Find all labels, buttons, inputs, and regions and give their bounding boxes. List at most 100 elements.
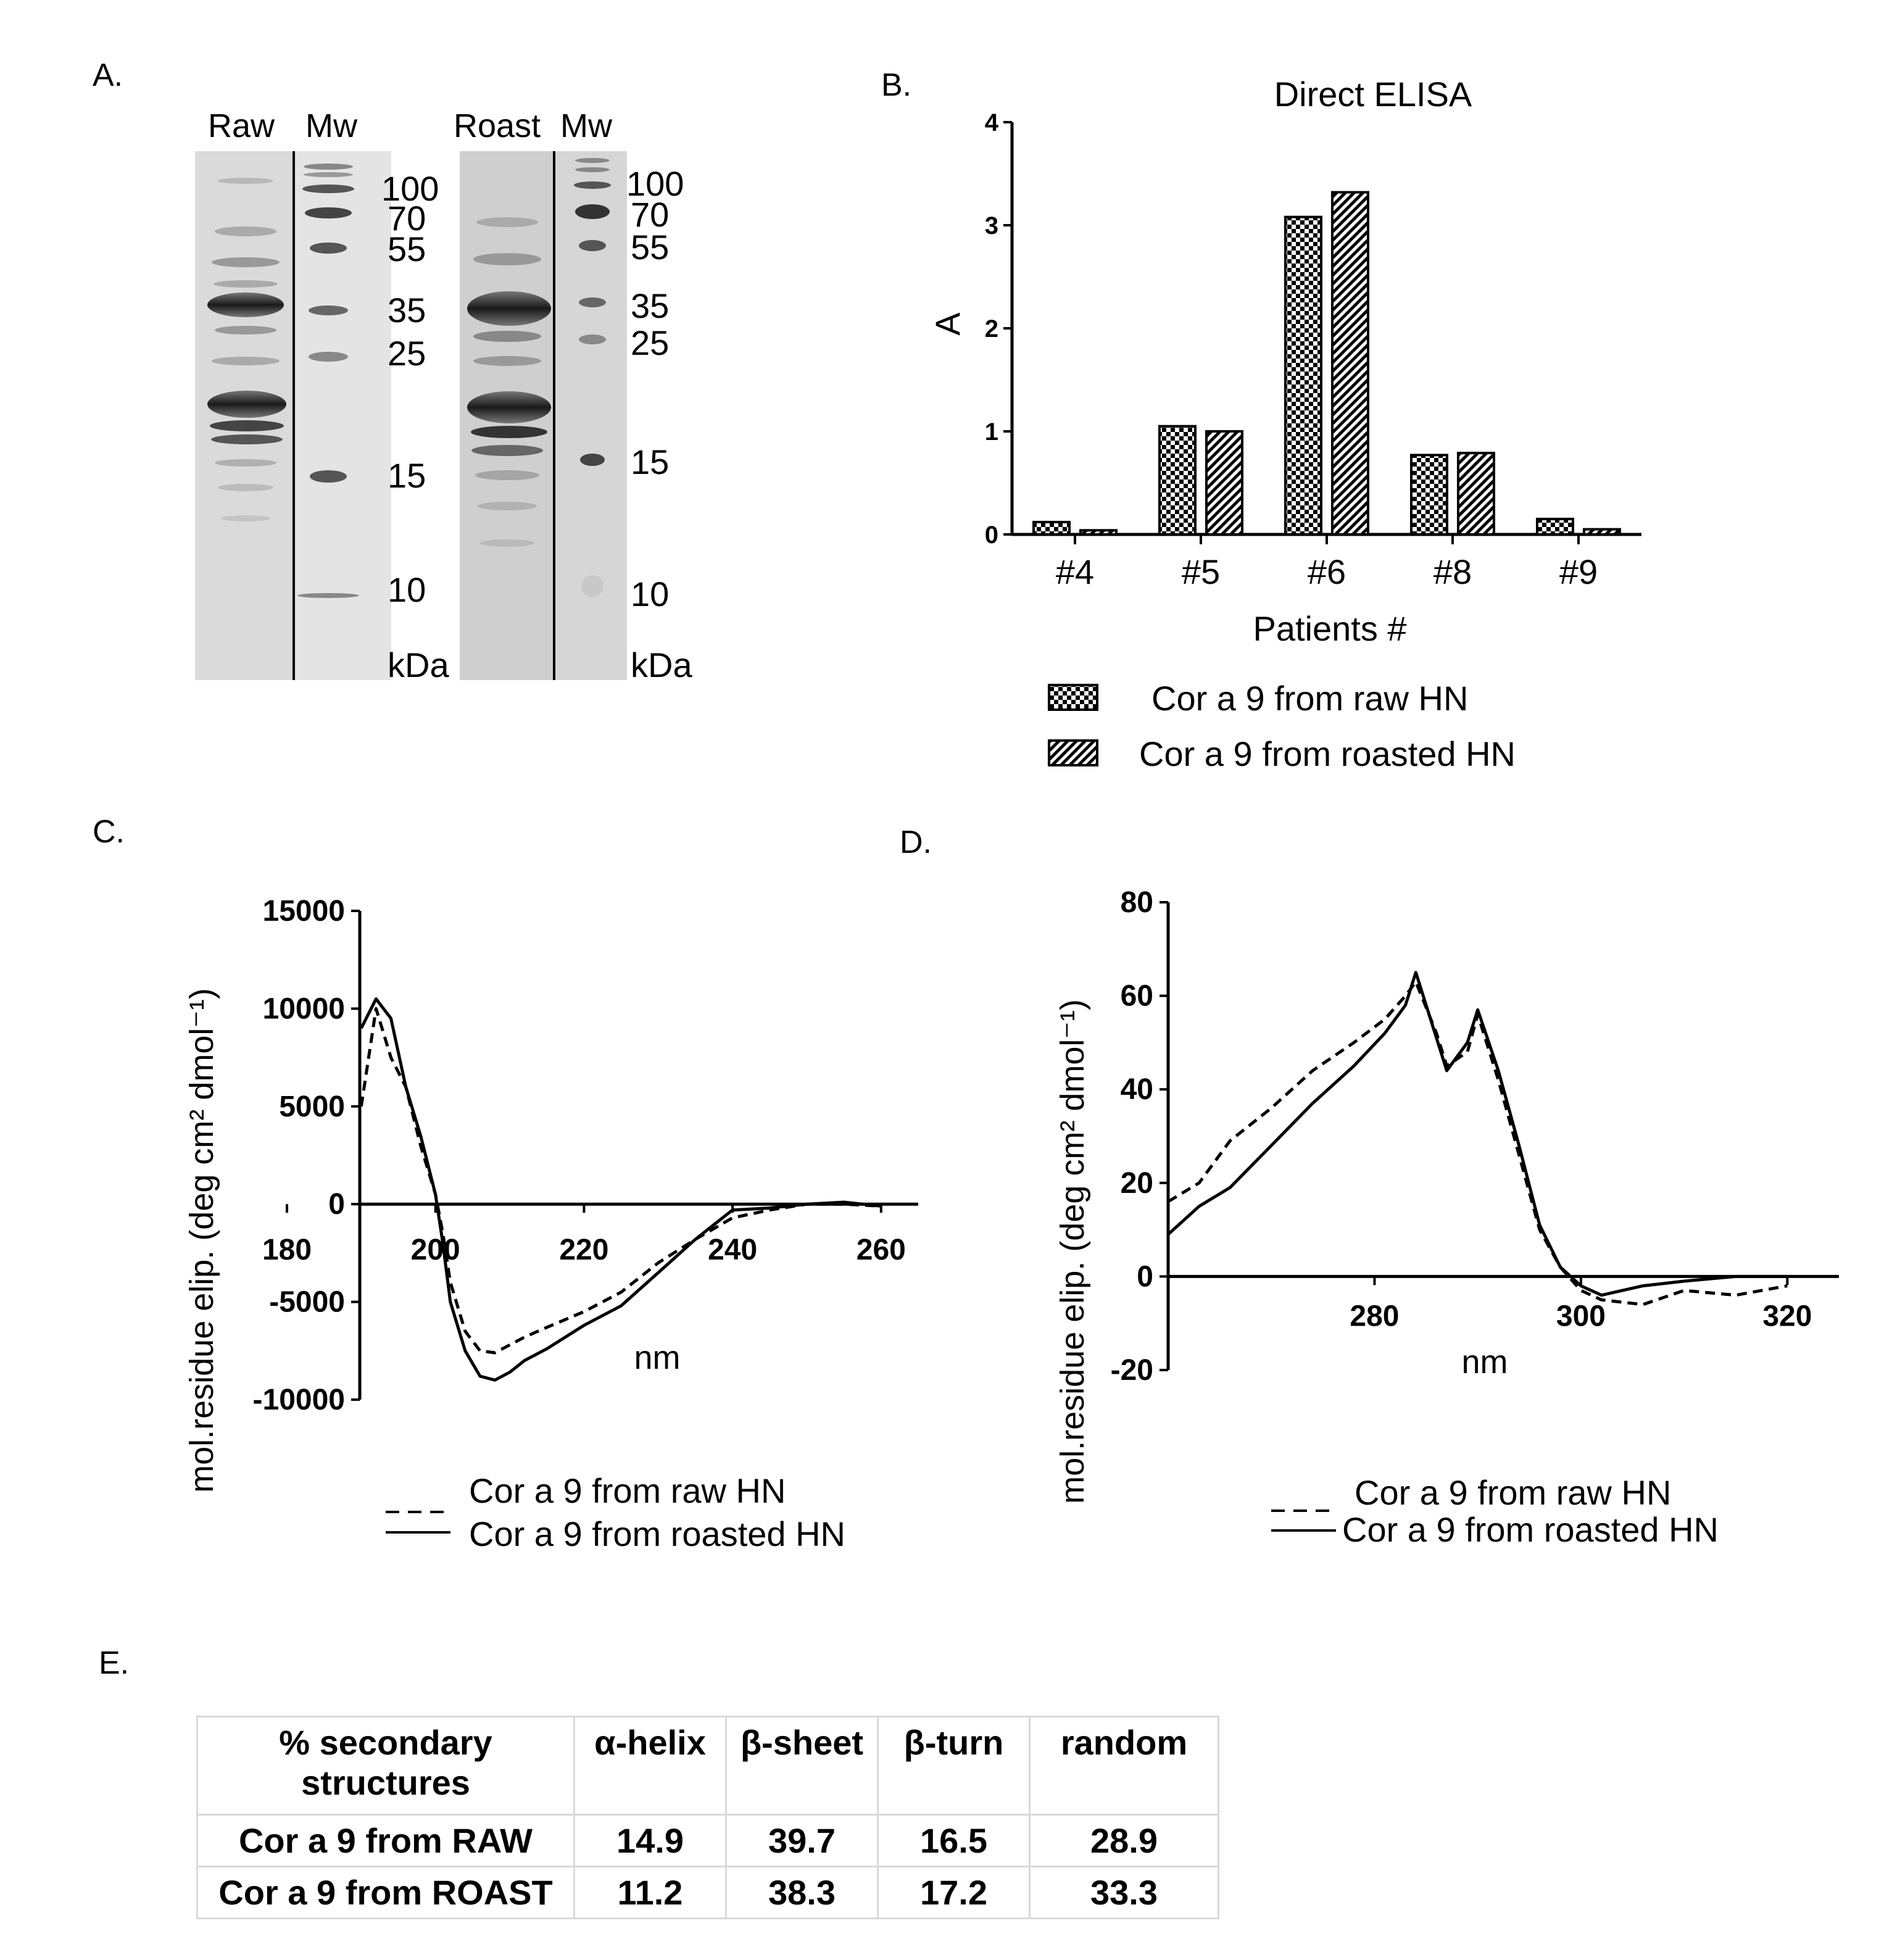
- cd-near-y-tick-label: 0: [1137, 1260, 1153, 1293]
- elisa-legend-raw: Cor a 9 from raw HN: [1151, 679, 1468, 718]
- cd-near-y-tick-label: 80: [1121, 886, 1153, 919]
- elisa-bar-raw: [1284, 215, 1322, 536]
- gel-right-marker-25: 25: [631, 323, 669, 362]
- cd-far-legend-raw: Cor a 9 from raw HN: [469, 1471, 786, 1510]
- table-header-cell: % secondary structures: [196, 1716, 575, 1816]
- gel-right-marker-15: 15: [631, 442, 669, 481]
- elisa-y-tick-label: 4: [985, 109, 999, 136]
- cd-far-x-tick-label: 240: [708, 1234, 757, 1266]
- gel-raw-bands: [207, 178, 286, 521]
- elisa-x-tick-label: #4: [1056, 552, 1094, 591]
- gel-left-marker-55: 55: [388, 230, 426, 268]
- gel-figure: Raw Mw Roast Mw 100 70 55 35 25 15 10 kD…: [195, 107, 692, 684]
- gel-raw-marker-bands: [297, 164, 359, 598]
- cd-near-y-tick-label: -20: [1111, 1354, 1153, 1387]
- gel-right-marker-70: 70: [631, 195, 669, 234]
- cd-near-y-axis-label: mol.residue elip. (deg cm² dmol⁻¹): [1054, 999, 1091, 1504]
- gel-right-marker-35: 35: [631, 286, 669, 325]
- gel-raw-label: Raw: [208, 107, 275, 144]
- gel-left-marker-100: 100: [381, 169, 439, 208]
- elisa-bar-raw: [1032, 520, 1071, 536]
- elisa-bar-roasted: [1583, 528, 1621, 536]
- cd-near-legend-raw: Cor a 9 from raw HN: [1354, 1473, 1671, 1512]
- elisa-bar-roasted: [1331, 191, 1369, 536]
- cd-far-y-tick-label: 10000: [263, 992, 345, 1025]
- elisa-bar-roasted: [1205, 430, 1243, 536]
- cd-near-x-axis-label: nm: [1461, 1343, 1508, 1381]
- cd-near-y-tick-label: 20: [1121, 1167, 1153, 1200]
- table-header-cell: random: [1029, 1716, 1219, 1816]
- cd-far-uv-chart: mol.residue elip. (deg cm² dmol⁻¹) nm -1…: [183, 895, 918, 1553]
- elisa-legend-roasted: Cor a 9 from roasted HN: [1139, 734, 1516, 773]
- table-cell: Cor a 9 from RAW: [196, 1814, 575, 1867]
- elisa-bar-raw: [1410, 454, 1448, 536]
- cd-far-y-tick-label: -10000: [253, 1384, 345, 1416]
- cd-far-x-tick-label: 180: [262, 1234, 312, 1266]
- cd-far-series-raw: [359, 1007, 881, 1355]
- gel-left-marker-35: 35: [388, 291, 426, 330]
- cd-near-legend: Cor a 9 from raw HN Cor a 9 from roasted…: [1271, 1473, 1719, 1549]
- table-cell: 39.7: [725, 1814, 879, 1867]
- table-header-cell: β-turn: [877, 1716, 1031, 1816]
- cd-far-y-tick-label: 5000: [279, 1090, 345, 1123]
- gel-roast-label: Roast: [454, 107, 541, 144]
- table-cell: 28.9: [1029, 1814, 1219, 1867]
- secondary-structure-table: % secondary structures α-helix β-sheet β…: [196, 1716, 1219, 1919]
- gel-left-marker-70: 70: [388, 199, 426, 238]
- cd-far-x-axis-label: nm: [634, 1339, 680, 1376]
- cd-near-y-tick-label: 60: [1121, 980, 1153, 1013]
- table-cell: 11.2: [573, 1866, 727, 1919]
- elisa-y-tick-label: 1: [985, 418, 998, 446]
- cd-far-y-tick-label: 0: [328, 1188, 345, 1221]
- elisa-legend-swatch-raw: [1048, 684, 1098, 711]
- elisa-legend-swatch-roasted: [1048, 739, 1098, 766]
- cd-far-y-tick-label: 15000: [263, 895, 345, 928]
- elisa-x-tick-label: #8: [1433, 552, 1472, 591]
- elisa-bar-raw: [1158, 425, 1197, 536]
- table-cell: 33.3: [1029, 1866, 1219, 1919]
- elisa-y-tick-label: 3: [985, 212, 998, 239]
- gel-right-marker-10: 10: [631, 575, 669, 613]
- gel-raw-mw-label: Mw: [305, 107, 358, 144]
- cd-far-legend: Cor a 9 from raw HN Cor a 9 from roasted…: [386, 1471, 845, 1553]
- table-header-cell: α-helix: [573, 1716, 727, 1816]
- gel-left-marker-15: 15: [388, 456, 426, 495]
- cd-far-x-tick-label: 260: [857, 1234, 906, 1266]
- gel-raw-marker-lane: [294, 151, 391, 680]
- gel-right-unit: kDa: [631, 646, 692, 684]
- gel-left-unit: kDa: [388, 646, 449, 684]
- elisa-bar-roasted: [1457, 452, 1495, 536]
- table-cell: Cor a 9 from ROAST: [196, 1866, 575, 1919]
- gel-left-marker-10: 10: [388, 570, 426, 609]
- cd-far-series-roasted: [360, 997, 882, 1382]
- cd-far-y-tick-label: -5000: [269, 1286, 345, 1319]
- cd-near-y-tick-label: 40: [1121, 1073, 1153, 1106]
- cd-far-x-tick-label: 200: [411, 1234, 460, 1266]
- gel-right-marker-100: 100: [626, 164, 684, 203]
- cd-near-x-tick-label: 300: [1556, 1300, 1606, 1332]
- panel-label-b: B.: [881, 67, 912, 103]
- panel-label-a: A.: [93, 57, 123, 93]
- table-header-cell: β-sheet: [725, 1716, 879, 1816]
- elisa-x-tick-label: #6: [1308, 552, 1346, 591]
- elisa-x-axis-label: Patients #: [1253, 609, 1406, 648]
- cd-near-legend-roasted: Cor a 9 from roasted HN: [1342, 1510, 1719, 1549]
- cd-far-y-axis-label: mol.residue elip. (deg cm² dmol⁻¹): [183, 988, 220, 1493]
- elisa-y-tick-label: 0: [985, 521, 998, 549]
- elisa-x-tick-label: #5: [1182, 552, 1220, 591]
- gel-roast-mw-label: Mw: [560, 107, 613, 144]
- elisa-bar-raw: [1536, 517, 1574, 536]
- elisa-bar-chart: Direct ELISA A Patients # 0 1 2 3 4 #4 #5 #6 #8 #…: [928, 75, 1641, 773]
- table-header-row: % secondary structures α-helix β-sheet β…: [196, 1716, 1219, 1816]
- cd-near-series-roasted: [1167, 971, 1788, 1297]
- elisa-title: Direct ELISA: [1274, 75, 1472, 114]
- table-cell: 16.5: [877, 1814, 1031, 1867]
- gel-right-marker-55: 55: [631, 228, 669, 267]
- panel-label-c: C.: [93, 814, 125, 850]
- table-row: Cor a 9 from ROAST 11.2 38.3 17.2 33.3: [196, 1866, 1219, 1919]
- elisa-bar-roasted: [1079, 529, 1118, 536]
- table-cell: 14.9: [573, 1814, 727, 1867]
- cd-near-x-tick-label: 280: [1350, 1300, 1399, 1332]
- elisa-y-tick-label: 2: [985, 315, 998, 343]
- cd-near-series-raw: [1167, 980, 1788, 1306]
